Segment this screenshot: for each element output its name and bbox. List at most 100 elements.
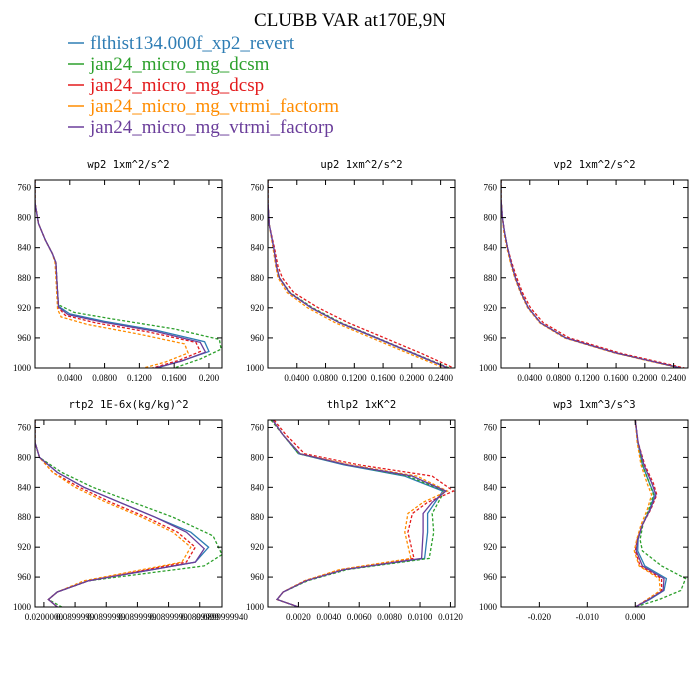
- x-tick-label: 0.1200: [127, 373, 152, 383]
- series-line: [35, 420, 210, 607]
- series-line: [35, 180, 189, 368]
- legend-item: jan24_micro_mg_vtrmi_factorm: [68, 96, 339, 117]
- y-tick-label: 760: [484, 183, 498, 193]
- x-tick-label: 0.1200: [575, 373, 600, 383]
- y-tick-label: 840: [18, 243, 32, 253]
- x-tick-label: 0.2400: [661, 373, 686, 383]
- y-tick-label: 1000: [246, 602, 265, 612]
- figure-title: CLUBB VAR at170E,9N: [254, 10, 446, 31]
- y-tick-label: 960: [251, 572, 265, 582]
- y-tick-label: 800: [484, 213, 498, 223]
- y-tick-label: 760: [484, 422, 498, 432]
- y-tick-label: 800: [484, 452, 498, 462]
- legend-item: jan24_micro_mg_dcsp: [68, 75, 264, 96]
- series-line: [35, 180, 222, 368]
- panel: thlp2 1xK^2 760 800 840 880 920 960 1000 0.0020 0…: [246, 399, 463, 622]
- series-line: [268, 180, 450, 368]
- x-tick-label: 0.0899999: [56, 612, 95, 622]
- x-tick-label: 0.0800: [546, 373, 571, 383]
- x-tick-label: 0.0040: [316, 612, 341, 622]
- y-tick-label: 960: [18, 572, 32, 582]
- series-line: [270, 420, 446, 607]
- x-tick-label: 0.0060: [347, 612, 372, 622]
- y-tick-label: 800: [251, 213, 265, 223]
- x-tick-label: 0.0800: [92, 373, 117, 383]
- panel: wp2 1xm^2/s^2 760 800 840 880 920 960 1000 0.040…: [13, 159, 223, 383]
- x-tick-label: 0.0400: [517, 373, 542, 383]
- panel: vp2 1xm^2/s^2 760 800 840 880 920 960 1000 0.040…: [479, 159, 689, 383]
- series-line: [501, 180, 680, 368]
- series-line: [268, 180, 449, 368]
- panel-title: thlp2 1xK^2: [327, 399, 397, 411]
- x-tick-label: 0.0800: [313, 373, 338, 383]
- y-tick-label: 760: [251, 422, 265, 432]
- y-tick-label: 840: [484, 482, 498, 492]
- y-tick-label: 960: [484, 572, 498, 582]
- y-tick-label: 760: [251, 183, 265, 193]
- y-tick-label: 1000: [246, 363, 265, 373]
- y-tick-label: 920: [18, 303, 32, 313]
- series-line: [634, 420, 687, 607]
- legend-label: flthist134.000f_xp2_revert: [90, 33, 295, 54]
- y-tick-label: 880: [484, 512, 498, 522]
- y-tick-label: 880: [251, 512, 265, 522]
- y-tick-label: 800: [251, 452, 265, 462]
- series-line: [272, 420, 448, 607]
- y-tick-label: 840: [251, 243, 265, 253]
- series-line: [35, 420, 192, 607]
- x-tick-label: 0.0120: [438, 612, 463, 622]
- legend-label: jan24_micro_mg_dcsm: [89, 54, 270, 75]
- x-tick-label: 0.0080: [377, 612, 402, 622]
- series-line: [273, 420, 455, 607]
- legend-item: jan24_micro_mg_dcsm: [68, 54, 270, 75]
- legend-label: jan24_micro_mg_dcsp: [89, 75, 264, 96]
- y-tick-label: 800: [18, 452, 32, 462]
- x-tick-label: 0.1200: [342, 373, 367, 383]
- y-tick-label: 760: [18, 422, 32, 432]
- x-tick-label: -0.020: [528, 612, 552, 622]
- x-tick-label: 0.200: [199, 373, 220, 383]
- y-tick-label: 920: [251, 542, 265, 552]
- x-tick-label: 0.1600: [371, 373, 396, 383]
- series-group: [35, 420, 222, 607]
- plot-frame: [34, 179, 223, 369]
- panel-grid: wp2 1xm^2/s^2 760 800 840 880 920 960 1000 0.040…: [13, 159, 689, 622]
- panel-title: wp2 1xm^2/s^2: [87, 159, 169, 171]
- plot-frame: [500, 419, 689, 608]
- y-tick-label: 960: [18, 333, 32, 343]
- series-line: [35, 180, 207, 368]
- x-tick-label: 0.0899999940: [196, 612, 248, 622]
- y-tick-label: 1000: [13, 602, 32, 612]
- x-tick-label: 0.1600: [604, 373, 629, 383]
- y-tick-label: 840: [251, 482, 265, 492]
- y-tick-label: 880: [18, 512, 32, 522]
- x-tick-label: 0.0200000: [25, 612, 64, 622]
- series-line: [501, 180, 681, 368]
- legend-item: flthist134.000f_xp2_revert: [68, 33, 295, 54]
- panel-title: up2 1xm^2/s^2: [320, 159, 402, 171]
- x-tick-label: 0.2400: [428, 373, 453, 383]
- y-tick-label: 880: [18, 273, 32, 283]
- x-tick-label: 0.2000: [399, 373, 424, 383]
- y-tick-label: 920: [251, 303, 265, 313]
- y-tick-label: 840: [18, 482, 32, 492]
- legend-label: jan24_micro_mg_vtrmi_factorm: [89, 96, 339, 117]
- y-tick-label: 880: [251, 273, 265, 283]
- series-group: [268, 180, 454, 368]
- x-tick-label: 0.0899999: [87, 612, 126, 622]
- x-tick-label: -0.010: [576, 612, 600, 622]
- x-tick-label: 0.0400: [57, 373, 82, 383]
- series-line: [35, 180, 202, 368]
- x-tick-label: 0.2000: [632, 373, 657, 383]
- legend-item: jan24_micro_mg_vtrmi_factorp: [68, 117, 334, 138]
- y-tick-label: 800: [18, 213, 32, 223]
- y-tick-label: 960: [251, 333, 265, 343]
- y-tick-label: 880: [484, 273, 498, 283]
- series-group: [35, 180, 222, 368]
- x-tick-label: 0.1600: [162, 373, 187, 383]
- y-tick-label: 920: [484, 303, 498, 313]
- series-group: [270, 420, 455, 607]
- x-tick-label: 0.0899999: [181, 612, 220, 622]
- x-tick-label: 0.0020: [286, 612, 311, 622]
